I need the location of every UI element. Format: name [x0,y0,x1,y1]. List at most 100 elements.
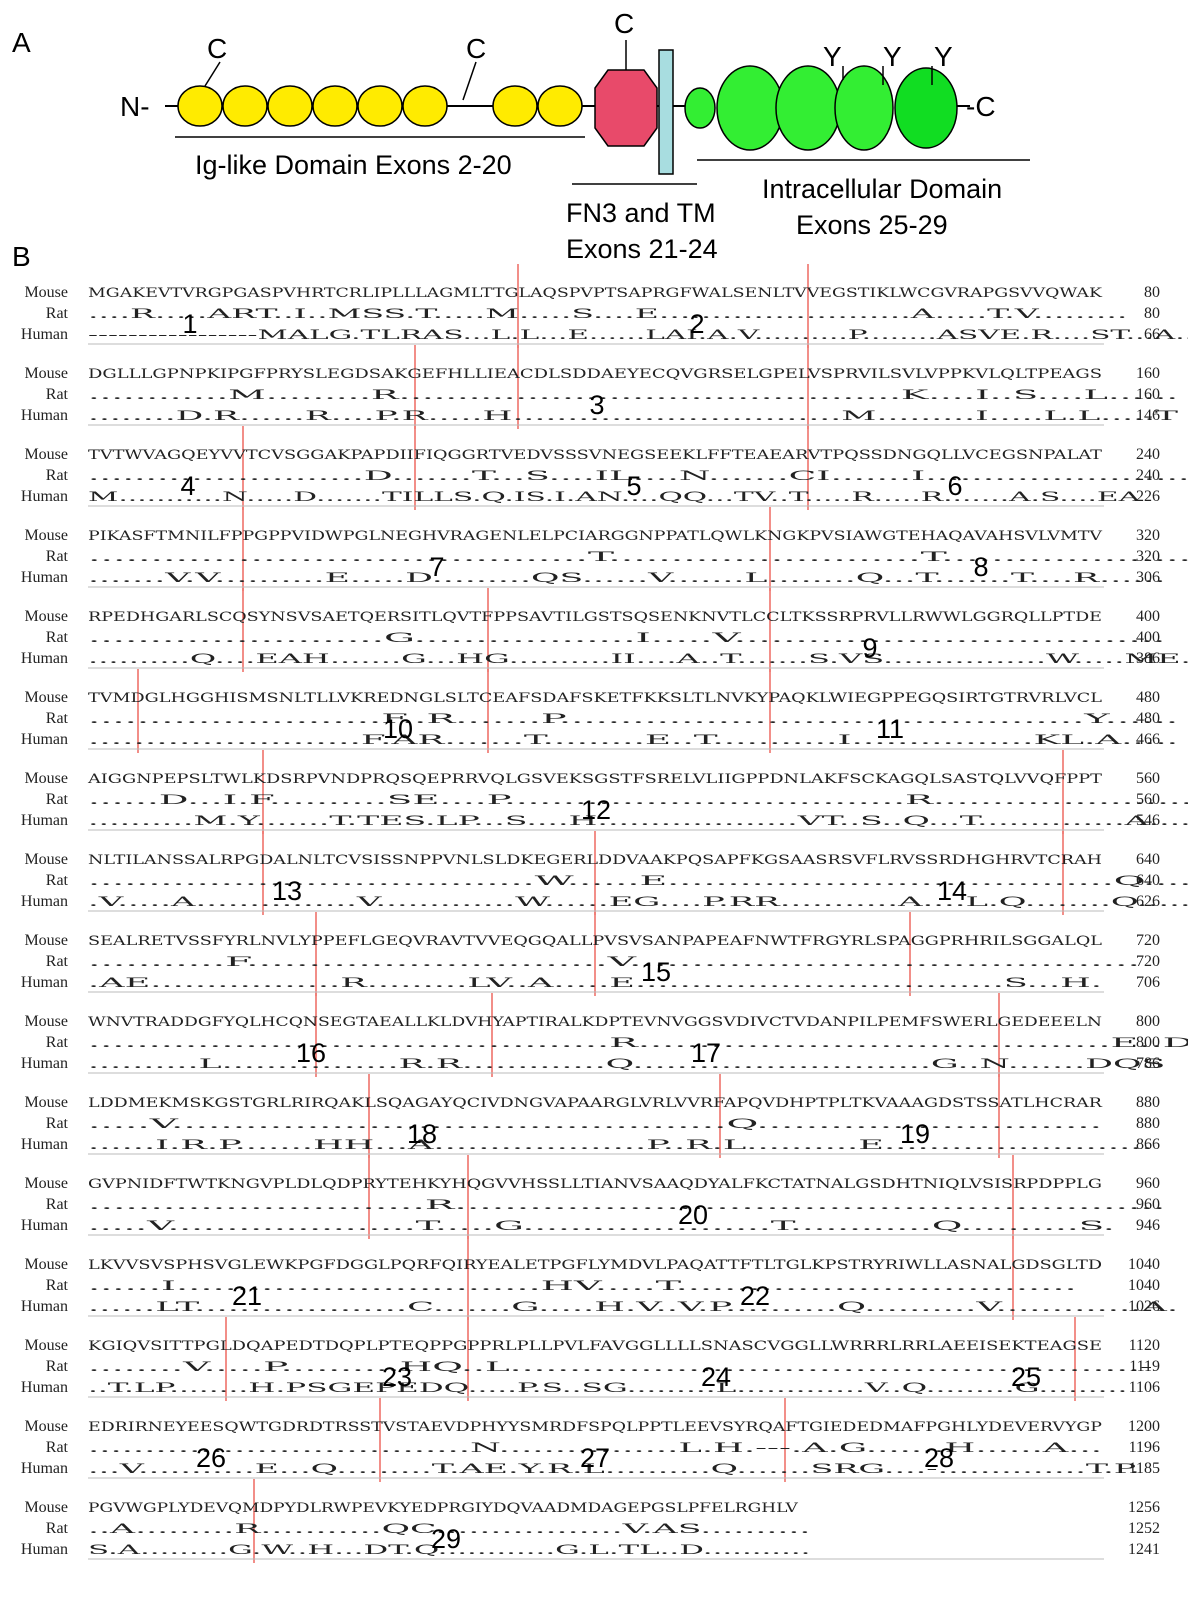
position-number: 1026 [1128,1298,1160,1315]
position-number: 306 [1136,569,1160,586]
species-label: Human [21,1460,68,1477]
position-number: 240 [1136,467,1160,484]
species-label: Rat [46,386,69,403]
position-number: 1200 [1128,1418,1160,1435]
tyrosine-label: Y [883,41,902,72]
species-label: Rat [46,305,69,322]
sequence: GVPNIDFTWTKNGVPLDLQDPRYTEHKYHQGVVHSSLLTI… [88,1177,1102,1192]
sequence: ........................................… [88,1036,1188,1051]
sequence: -----------------MALG.TLRAS...L.L...E...… [88,328,1188,343]
position-number: 800 [1136,1013,1160,1030]
sequence: ..................................N.....… [88,1441,1102,1456]
species-label: Human [21,650,68,667]
sequence: TVMDGLHGGHISMSNLTLLVKREDNGLSLTCEAFSDAFSK… [88,691,1102,706]
position-number: 320 [1136,527,1160,544]
position-number: 1252 [1128,1520,1160,1537]
exon-number: 3 [589,390,604,420]
species-label: Mouse [24,365,68,382]
position-number: 1241 [1128,1541,1160,1558]
position-number: 1106 [1129,1379,1160,1396]
species-label: Mouse [24,1499,68,1516]
exon-number: 10 [383,714,413,744]
domain-caption: Exons 25-29 [796,210,948,240]
exon-number: 4 [180,471,195,501]
sequence: RPEDHGARLSCQSYNSVSAETQERSITLQVTFPPSAVTIL… [88,610,1102,625]
exon-number: 6 [947,471,962,501]
species-label: Rat [46,953,69,970]
position-number: 720 [1136,932,1160,949]
exon-number: 9 [862,633,877,663]
sequence: ..........M.Y.......T.TES.LP...S....H...… [88,814,1188,829]
sequence: .......V.V..........E.....D.........QS..… [88,571,1165,586]
species-label: Rat [46,1034,69,1051]
sequence: ...........F............................… [88,955,1140,970]
position-number: 240 [1136,446,1160,463]
position-number: 720 [1136,953,1160,970]
position-number: 546 [1136,812,1160,829]
sequence: ............M.........R.................… [88,388,1178,403]
species-label: Rat [46,1115,69,1132]
sequence: ........................F.AR.......T....… [88,733,1178,748]
species-label: Human [21,488,68,505]
position-number: 626 [1136,893,1160,910]
position-number: 1256 [1128,1499,1160,1516]
sequence: WNVTRADDGFYQLHCQNSEGTAEALLKLDVHYAPTIRALK… [88,1015,1102,1030]
species-label: Rat [46,1439,69,1456]
species-label: Rat [46,1277,69,1294]
species-label: Rat [46,1196,69,1213]
position-number: 640 [1136,872,1160,889]
position-number: 66 [1144,326,1160,343]
sequence: .V.....A...............V.............W..… [88,895,1188,910]
exon-number: 19 [900,1119,930,1149]
cysteine-label: C [466,33,486,64]
sequence: ......LT...................C.......G....… [88,1300,1178,1315]
position-number: 1040 [1128,1277,1160,1294]
exon-number: 22 [740,1281,770,1311]
position-number: 640 [1136,851,1160,868]
species-label: Human [21,1136,68,1153]
position-number: 1196 [1129,1439,1160,1456]
sequence: PIKASFTMNILFPPGPPVIDWPGLNEGHVRAGENLELPCI… [88,529,1103,544]
species-label: Rat [46,629,69,646]
exon-number: 26 [196,1443,226,1473]
species-label: Mouse [24,608,68,625]
position-number: 880 [1136,1094,1160,1111]
species-label: Rat [46,548,69,565]
position-number: 226 [1136,488,1160,505]
tyrosine-label: Y [823,41,842,72]
exon-number: 2 [689,309,704,339]
position-number: 960 [1136,1196,1160,1213]
panel-label: A [12,27,31,58]
exon-number: 21 [232,1281,262,1311]
sequence: ........................G...............… [88,631,1165,646]
exon-number: 16 [296,1038,326,1068]
exon-number: 5 [626,471,641,501]
species-label: Mouse [24,932,68,949]
domain-caption: Intracellular Domain [762,174,1002,204]
position-number: 1040 [1128,1256,1160,1273]
sequence: ..A.........R...........QC..............… [88,1522,810,1537]
sequence: LKVVSVSPHSVGLEWKPGFDGGLPQRFQIRYEALETPGFL… [88,1258,1102,1273]
cysteine-label: C [614,8,634,39]
sequence: M...........N.....D.......TILLS.Q.IS.I.A… [88,490,1141,505]
sequence: .....V.....................T.....G......… [88,1219,1115,1234]
sequence: MGAKEVTVRGPGASPVHRTCRLIPLLLAGMLTTGLAQSPV… [88,286,1102,301]
species-label: Rat [46,710,69,727]
position-number: 706 [1136,974,1160,991]
sequence: NLTILANSSALRPGDALNLTCVSISSNPPVNLSLDKEGER… [88,853,1102,868]
species-label: Rat [46,791,69,808]
position-number: 146 [1136,407,1160,424]
sequence: S.A.........G.W..H...DT.Q............G.L… [88,1543,810,1558]
exon-number: 28 [924,1443,954,1473]
species-label: Rat [46,872,69,889]
sequence: ......D...I.F..........SE....P..........… [88,793,1188,808]
species-label: Human [21,1298,68,1315]
position-number: 1119 [1129,1358,1160,1375]
sequence: .....................................W..… [88,874,1188,889]
species-label: Human [21,812,68,829]
sequence: ........................D.......T...S...… [88,469,1188,484]
exon-number: 15 [641,957,671,987]
domain-diagram: A N- -C C C C Y Y Y Ig-like Domain Exons… [12,8,1030,264]
sequence: TVTWVAGQEYVVTCVSGGAKPAPDIIFIQGGRTVEDVSSS… [88,448,1102,463]
species-label: Mouse [24,1175,68,1192]
